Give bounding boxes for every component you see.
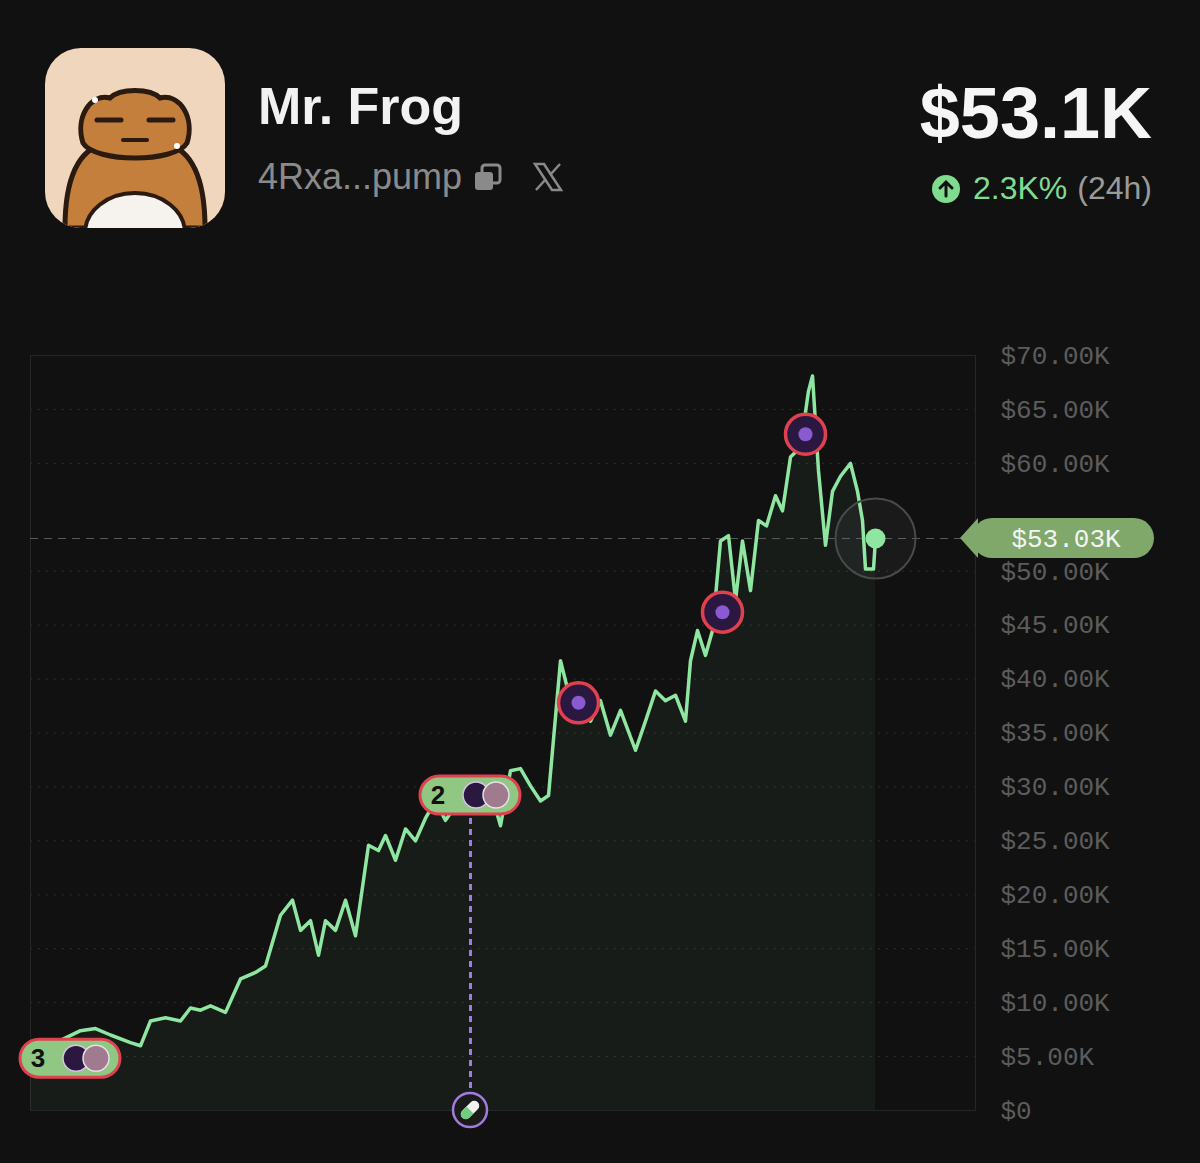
- svg-text:$25.00K: $25.00K: [1001, 827, 1111, 857]
- svg-text:$65.00K: $65.00K: [1001, 396, 1111, 426]
- svg-text:$35.00K: $35.00K: [1001, 719, 1111, 749]
- svg-text:$70.00K: $70.00K: [1001, 342, 1111, 372]
- svg-text:$0: $0: [1001, 1097, 1032, 1127]
- svg-text:$15.00K: $15.00K: [1001, 935, 1111, 965]
- html-text:$53.1K: $53.1K: [919, 73, 1152, 153]
- svg-text:$10.00K: $10.00K: [1001, 989, 1111, 1019]
- svg-text:$53.03K: $53.03K: [1011, 525, 1121, 555]
- svg-text:$50.00K: $50.00K: [1001, 558, 1111, 588]
- svg-text:$5.00K: $5.00K: [1001, 1043, 1095, 1073]
- svg-text:$40.00K: $40.00K: [1001, 665, 1111, 695]
- html-text:Mr. Frog: Mr. Frog: [258, 77, 464, 135]
- svg-text:$20.00K: $20.00K: [1001, 881, 1111, 911]
- svg-text:3: 3: [31, 1043, 45, 1073]
- svg-text:$30.00K: $30.00K: [1001, 773, 1111, 803]
- svg-text:2: 2: [431, 780, 445, 810]
- html-text:2.3K% (24h): 2.3K% (24h): [973, 170, 1152, 206]
- svg-text:$45.00K: $45.00K: [1001, 611, 1111, 641]
- svg-text:$60.00K: $60.00K: [1001, 450, 1111, 480]
- html-text:4Rxa...pump: 4Rxa...pump: [258, 156, 463, 197]
